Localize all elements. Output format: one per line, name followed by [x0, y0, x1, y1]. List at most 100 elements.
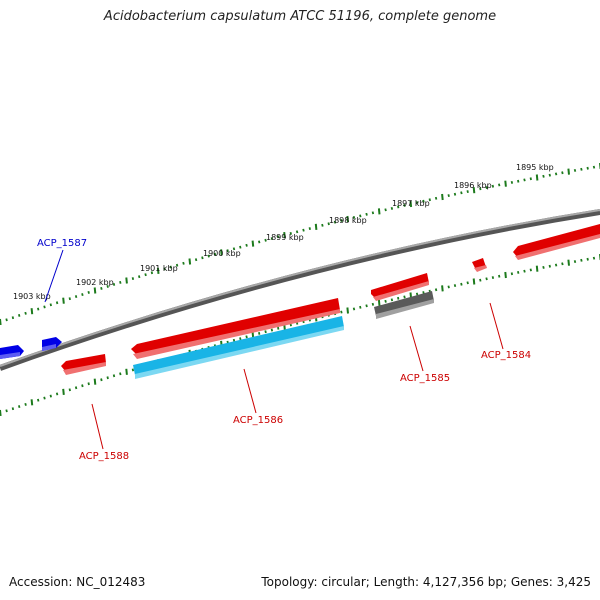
minor-tick — [308, 227, 311, 231]
minor-tick — [523, 178, 526, 182]
gene-acp-1587-left[interactable] — [0, 345, 24, 359]
forward-strand-genes — [0, 224, 600, 359]
minor-tick — [327, 222, 330, 226]
minor-tick — [74, 386, 78, 390]
minor-tick — [340, 219, 343, 223]
minor-tick — [573, 168, 577, 172]
minor-tick — [352, 215, 356, 219]
minor-tick — [232, 247, 236, 251]
gene-acp-1588[interactable] — [61, 354, 106, 375]
minor-tick — [510, 272, 514, 276]
minor-tick — [18, 313, 21, 317]
scale-label-1903: 1903 kbp — [13, 292, 51, 301]
major-tick — [535, 174, 539, 181]
major-tick — [377, 299, 381, 306]
minor-tick — [24, 402, 27, 406]
major-tick — [188, 258, 192, 265]
minor-tick — [68, 297, 71, 301]
scale-label-1901: 1901 kbp — [140, 264, 178, 273]
minor-tick — [213, 252, 217, 256]
minor-tick — [586, 257, 589, 261]
gene-label-acp-1585[interactable]: ACP_1585 — [400, 373, 450, 384]
gene-acp-1584[interactable] — [513, 224, 600, 260]
minor-tick — [554, 172, 558, 176]
minor-tick — [517, 179, 520, 183]
minor-tick — [239, 245, 242, 249]
minor-tick — [529, 177, 532, 181]
gene-label-acp-1587[interactable]: ACP_1587 — [37, 238, 87, 249]
genome-backbone — [0, 209, 600, 371]
major-tick — [125, 368, 128, 375]
minor-tick — [460, 282, 463, 286]
minor-tick — [554, 263, 558, 267]
minor-tick — [232, 338, 236, 342]
minor-tick — [163, 267, 166, 271]
minor-tick — [106, 284, 109, 288]
minor-tick — [333, 220, 337, 224]
minor-tick — [365, 212, 368, 216]
minor-tick — [87, 382, 90, 386]
minor-tick — [479, 278, 482, 282]
major-tick — [314, 223, 318, 230]
gene-label-acp-1584[interactable]: ACP_1584 — [481, 350, 531, 361]
gene-label-acp-1588[interactable]: ACP_1588 — [79, 451, 129, 462]
map-title: Acidobacterium capsulatum ATCC 51196, co… — [103, 9, 497, 24]
minor-tick — [302, 228, 305, 232]
gene-acp-1585-red[interactable] — [371, 273, 429, 301]
minor-tick — [131, 368, 135, 372]
minor-tick — [561, 262, 564, 266]
major-tick — [0, 318, 2, 326]
major-tick — [93, 378, 97, 385]
minor-tick — [11, 316, 15, 320]
minor-tick — [106, 376, 109, 380]
minor-tick — [24, 311, 27, 315]
minor-tick — [119, 372, 122, 376]
minor-tick — [277, 326, 280, 330]
minor-tick — [270, 237, 274, 241]
scale-label-1900: 1900 kbp — [203, 249, 241, 258]
major-tick — [535, 265, 539, 272]
minor-tick — [460, 191, 463, 195]
minor-tick — [548, 173, 551, 177]
major-tick — [441, 193, 444, 201]
minor-tick — [258, 240, 261, 244]
minor-tick — [580, 167, 583, 171]
major-tick — [504, 180, 507, 187]
minor-tick — [258, 331, 261, 335]
minor-tick — [144, 273, 147, 277]
gene-acp-1587[interactable] — [42, 337, 62, 351]
major-tick — [283, 232, 286, 239]
scale-label-1895: 1895 kbp — [516, 163, 554, 172]
minor-tick — [415, 201, 419, 205]
minor-tick — [517, 270, 520, 274]
major-tick — [0, 409, 2, 417]
gene-acp-1586-red[interactable] — [131, 298, 340, 359]
scale-label-1902: 1902 kbp — [76, 278, 114, 287]
minor-tick — [194, 258, 198, 262]
minor-tick — [390, 298, 394, 302]
minor-tick — [428, 198, 431, 202]
minor-tick — [491, 276, 495, 280]
minor-tick — [119, 280, 122, 284]
minor-tick — [542, 174, 545, 178]
minor-tick — [138, 275, 141, 279]
minor-tick — [112, 282, 116, 286]
minor-tick — [37, 307, 40, 311]
minor-tick — [434, 196, 438, 200]
minor-tick — [277, 235, 280, 239]
minor-tick — [245, 335, 248, 339]
major-tick — [30, 308, 34, 315]
minor-tick — [548, 264, 551, 268]
minor-tick — [529, 268, 532, 272]
gene-acp-1586-cyan[interactable] — [133, 316, 344, 379]
minor-tick — [100, 378, 103, 382]
minor-tick — [586, 166, 589, 170]
gene-acp-1585-gray[interactable] — [374, 291, 434, 319]
gene-acp-1584-small[interactable] — [472, 258, 487, 272]
gene-labels: ACP_1587 ACP_1584 ACP_1585 ACP_1586 ACP_… — [37, 238, 531, 462]
major-tick — [567, 259, 570, 266]
minor-tick — [453, 192, 457, 196]
gene-label-acp-1586[interactable]: ACP_1586 — [233, 415, 283, 426]
minor-tick — [5, 409, 8, 413]
